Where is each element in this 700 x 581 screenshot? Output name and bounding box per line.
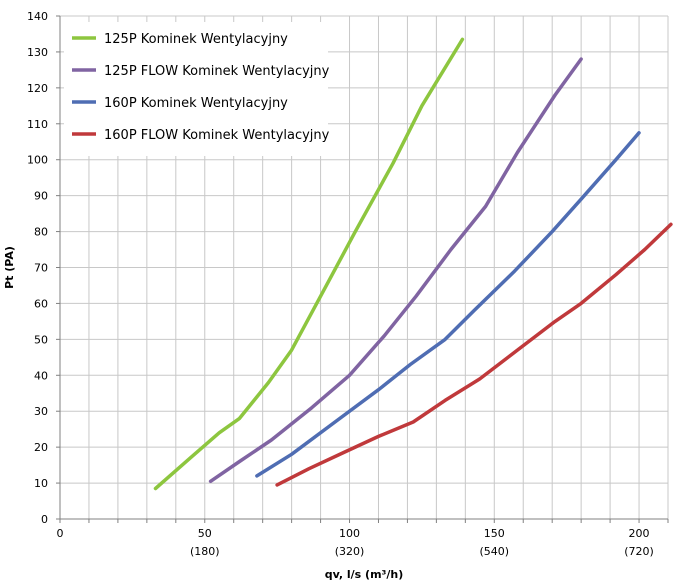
x-tick-label: 150 (484, 527, 505, 540)
x-tick-label: 100 (339, 527, 360, 540)
x-tick-sublabel: (320) (335, 545, 365, 558)
y-tick-label: 130 (27, 46, 48, 59)
y-tick-label: 10 (34, 477, 48, 490)
y-tick-label: 80 (34, 226, 48, 239)
y-tick-label: 40 (34, 369, 48, 382)
x-tick-label: 0 (57, 527, 64, 540)
x-tick-sublabel: (180) (190, 545, 220, 558)
y-tick-label: 50 (34, 333, 48, 346)
y-tick-label: 120 (27, 82, 48, 95)
y-tick-label: 100 (27, 154, 48, 167)
x-tick-label: 200 (629, 527, 650, 540)
x-axis-title: qv, l/s (m³/h) (325, 568, 404, 581)
series-line-3 (255, 131, 641, 478)
series-line-2 (208, 57, 583, 484)
legend-label: 125P Kominek Wentylacyjny (104, 32, 288, 47)
y-tick-label: 90 (34, 190, 48, 203)
legend-label: 160P Kominek Wentylacyjny (104, 96, 288, 111)
legend: 125P Kominek Wentylacyjny 125P FLOW Komin… (64, 22, 330, 156)
x-tick-sublabel: (720) (624, 545, 654, 558)
legend-box (64, 22, 328, 156)
y-tick-label: 110 (27, 118, 48, 131)
legend-label: 125P FLOW Kominek Wentylacyjny (104, 64, 330, 79)
y-tick-label: 60 (34, 297, 48, 310)
series-line-1 (153, 37, 465, 491)
y-axis-title: Pt (PA) (3, 246, 16, 289)
series-lines (153, 37, 673, 491)
y-tick-label: 20 (34, 441, 48, 454)
series-line-4 (275, 222, 673, 487)
y-tick-label: 30 (34, 405, 48, 418)
x-tick-sublabel: (540) (479, 545, 509, 558)
y-tick-label: 70 (34, 262, 48, 275)
y-tick-label: 0 (41, 513, 48, 526)
y-tick-label: 140 (27, 10, 48, 23)
legend-label: 160P FLOW Kominek Wentylacyjny (104, 128, 330, 143)
x-tick-label: 50 (198, 527, 212, 540)
axes: 0 10 20 30 40 50 60 70 80 90 100 110 120 130 140 0 50 (18… (3, 10, 669, 581)
